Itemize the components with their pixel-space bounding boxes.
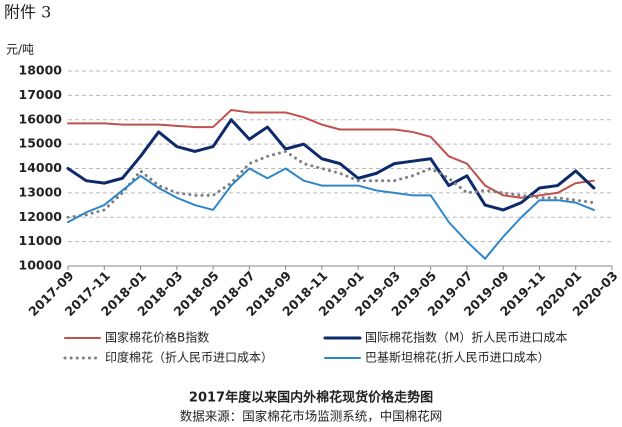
series-line <box>67 109 595 199</box>
legend-label: 国家棉花价格B指数 <box>105 330 209 345</box>
legend-label: 印度棉花（折人民币进口成本） <box>105 350 273 365</box>
y-tick-label: 10000 <box>19 258 63 273</box>
y-tick-label: 17000 <box>19 87 63 102</box>
y-tick-label: 15000 <box>19 136 63 151</box>
legend-label: 国际棉花指数（M）折人民币进口成本 <box>365 330 567 345</box>
series-line <box>66 118 596 212</box>
y-axis-label: 元/吨 <box>6 43 34 57</box>
y-tick-label: 18000 <box>19 63 63 78</box>
series-line <box>67 167 595 260</box>
chart-source: 数据来源：国家棉花市场监测系统，中国棉花网 <box>180 409 443 424</box>
y-tick-label: 12000 <box>19 209 63 224</box>
y-tick-label: 11000 <box>19 233 63 248</box>
y-tick-label: 13000 <box>19 184 63 199</box>
series-line <box>66 149 596 219</box>
page-header: 附件 3 <box>4 3 51 22</box>
chart-title: 2017年度以来国内外棉花现货价格走势图 <box>189 390 433 406</box>
y-tick-label: 14000 <box>19 160 63 175</box>
legend-label: 巴基斯坦棉花(折人民币进口成本） <box>365 350 550 365</box>
y-tick-label: 16000 <box>19 111 63 126</box>
